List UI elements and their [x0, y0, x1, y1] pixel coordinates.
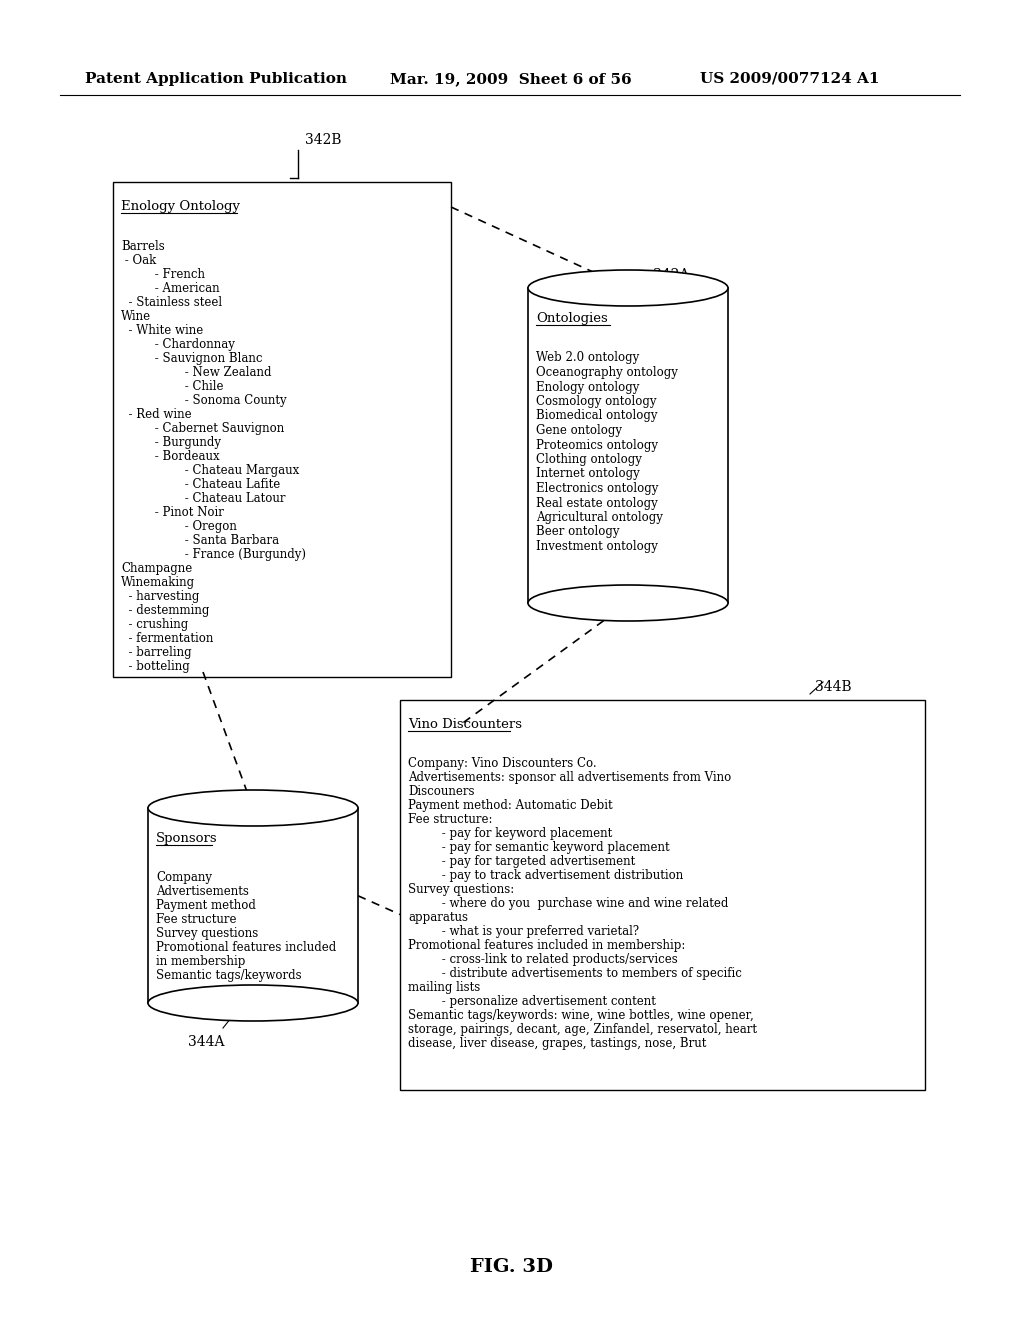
- Text: - what is your preferred varietal?: - what is your preferred varietal?: [408, 925, 639, 939]
- Text: - Chateau Lafite: - Chateau Lafite: [121, 478, 281, 491]
- Text: disease, liver disease, grapes, tastings, nose, Brut: disease, liver disease, grapes, tastings…: [408, 1038, 707, 1049]
- Text: Investment ontology: Investment ontology: [536, 540, 657, 553]
- Text: Winemaking: Winemaking: [121, 576, 196, 589]
- Text: Clothing ontology: Clothing ontology: [536, 453, 642, 466]
- Text: in membership: in membership: [156, 954, 246, 968]
- Ellipse shape: [528, 585, 728, 620]
- Text: - Burgundy: - Burgundy: [121, 436, 221, 449]
- Text: Biomedical ontology: Biomedical ontology: [536, 409, 657, 422]
- Text: Payment method: Automatic Debit: Payment method: Automatic Debit: [408, 799, 612, 812]
- Text: Barrels: Barrels: [121, 240, 165, 253]
- Text: - Red wine: - Red wine: [121, 408, 191, 421]
- Text: - Sonoma County: - Sonoma County: [121, 393, 287, 407]
- Text: Electronics ontology: Electronics ontology: [536, 482, 658, 495]
- Text: - Santa Barbara: - Santa Barbara: [121, 535, 280, 546]
- Text: Ontologies: Ontologies: [536, 312, 608, 325]
- Text: - botteling: - botteling: [121, 660, 189, 673]
- Text: 342B: 342B: [305, 133, 341, 147]
- Text: Gene ontology: Gene ontology: [536, 424, 622, 437]
- Text: apparatus: apparatus: [408, 911, 468, 924]
- Text: Wine: Wine: [121, 310, 152, 323]
- Text: Enology Ontology: Enology Ontology: [121, 201, 240, 213]
- Ellipse shape: [148, 789, 358, 826]
- Text: Patent Application Publication: Patent Application Publication: [85, 73, 347, 86]
- Text: Company: Vino Discounters Co.: Company: Vino Discounters Co.: [408, 756, 597, 770]
- Text: Survey questions: Survey questions: [156, 927, 258, 940]
- Text: - Chateau Latour: - Chateau Latour: [121, 492, 286, 506]
- Text: - France (Burgundy): - France (Burgundy): [121, 548, 306, 561]
- Text: Promotional features included in membership:: Promotional features included in members…: [408, 939, 685, 952]
- Text: Semantic tags/keywords: wine, wine bottles, wine opener,: Semantic tags/keywords: wine, wine bottl…: [408, 1008, 754, 1022]
- Text: - cross-link to related products/services: - cross-link to related products/service…: [408, 953, 678, 966]
- Text: Discouners: Discouners: [408, 785, 474, 799]
- Text: - Chardonnay: - Chardonnay: [121, 338, 234, 351]
- Text: Fee structure: Fee structure: [156, 913, 237, 927]
- Text: Beer ontology: Beer ontology: [536, 525, 620, 539]
- Text: 342A: 342A: [653, 268, 689, 282]
- Ellipse shape: [148, 985, 358, 1020]
- Text: - distribute advertisements to members of specific: - distribute advertisements to members o…: [408, 968, 741, 979]
- Text: Advertisements: Advertisements: [156, 884, 249, 898]
- Text: - White wine: - White wine: [121, 323, 203, 337]
- Text: 344A: 344A: [188, 1035, 224, 1049]
- Bar: [148, 808, 358, 1003]
- Text: Advertisements: sponsor all advertisements from Vino: Advertisements: sponsor all advertisemen…: [408, 771, 731, 784]
- Text: Sponsors: Sponsors: [156, 832, 218, 845]
- Text: Survey questions:: Survey questions:: [408, 883, 514, 896]
- Text: FIG. 3D: FIG. 3D: [470, 1258, 554, 1276]
- Text: - Bordeaux: - Bordeaux: [121, 450, 219, 463]
- Text: Oceanography ontology: Oceanography ontology: [536, 366, 678, 379]
- Text: - pay for targeted advertisement: - pay for targeted advertisement: [408, 855, 635, 869]
- Text: - barreling: - barreling: [121, 645, 191, 659]
- Text: Promotional features included: Promotional features included: [156, 941, 336, 954]
- Text: Vino Discounters: Vino Discounters: [408, 718, 522, 731]
- Text: - Chateau Margaux: - Chateau Margaux: [121, 465, 299, 477]
- Text: Mar. 19, 2009  Sheet 6 of 56: Mar. 19, 2009 Sheet 6 of 56: [390, 73, 632, 86]
- Text: Champagne: Champagne: [121, 562, 193, 576]
- Text: - New Zealand: - New Zealand: [121, 366, 271, 379]
- Text: - pay for semantic keyword placement: - pay for semantic keyword placement: [408, 841, 670, 854]
- Text: Web 2.0 ontology: Web 2.0 ontology: [536, 351, 639, 364]
- Text: - Chile: - Chile: [121, 380, 223, 393]
- Text: Agricultural ontology: Agricultural ontology: [536, 511, 663, 524]
- Bar: [113, 182, 451, 677]
- Text: - destemming: - destemming: [121, 605, 209, 616]
- Text: - harvesting: - harvesting: [121, 590, 200, 603]
- Text: - pay to track advertisement distribution: - pay to track advertisement distributio…: [408, 869, 683, 882]
- Text: Fee structure:: Fee structure:: [408, 813, 493, 826]
- Text: - American: - American: [121, 282, 219, 294]
- Text: 344B: 344B: [815, 680, 852, 694]
- Text: - fermentation: - fermentation: [121, 632, 213, 645]
- Text: - Oregon: - Oregon: [121, 520, 237, 533]
- Text: Proteomics ontology: Proteomics ontology: [536, 438, 658, 451]
- Text: - crushing: - crushing: [121, 618, 188, 631]
- Text: mailing lists: mailing lists: [408, 981, 480, 994]
- Text: Real estate ontology: Real estate ontology: [536, 496, 657, 510]
- Text: Payment method: Payment method: [156, 899, 256, 912]
- Text: Enology ontology: Enology ontology: [536, 380, 639, 393]
- Text: - Pinot Noir: - Pinot Noir: [121, 506, 224, 519]
- Text: - Sauvignon Blanc: - Sauvignon Blanc: [121, 352, 262, 366]
- Text: US 2009/0077124 A1: US 2009/0077124 A1: [700, 73, 880, 86]
- Text: - personalize advertisement content: - personalize advertisement content: [408, 995, 656, 1008]
- Text: - Cabernet Sauvignon: - Cabernet Sauvignon: [121, 422, 285, 436]
- Text: - pay for keyword placement: - pay for keyword placement: [408, 828, 612, 840]
- Text: - where do you  purchase wine and wine related: - where do you purchase wine and wine re…: [408, 898, 728, 909]
- Text: - Oak: - Oak: [121, 253, 157, 267]
- Bar: [400, 700, 925, 1090]
- Bar: [528, 288, 728, 603]
- Text: Company: Company: [156, 871, 212, 884]
- Text: - Stainless steel: - Stainless steel: [121, 296, 222, 309]
- Text: Internet ontology: Internet ontology: [536, 467, 640, 480]
- Text: - French: - French: [121, 268, 205, 281]
- Ellipse shape: [528, 271, 728, 306]
- Text: Cosmology ontology: Cosmology ontology: [536, 395, 656, 408]
- Text: storage, pairings, decant, age, Zinfandel, reservatol, heart: storage, pairings, decant, age, Zinfande…: [408, 1023, 757, 1036]
- Text: Semantic tags/keywords: Semantic tags/keywords: [156, 969, 302, 982]
